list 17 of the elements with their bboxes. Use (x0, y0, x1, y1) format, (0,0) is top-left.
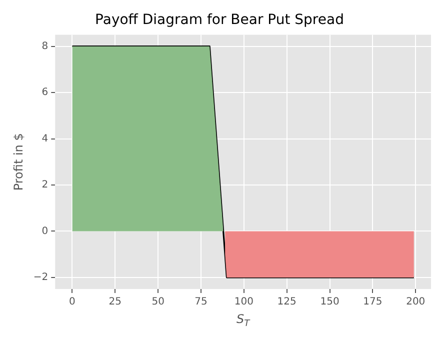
y-tick-label: −2 (33, 272, 48, 284)
y-tick-label: 0 (42, 226, 48, 237)
y-axis-title: Profit in $ (11, 133, 26, 191)
x-tick-label: 175 (363, 296, 382, 308)
y-tick-label: 6 (42, 87, 48, 98)
x-tick-label: 25 (108, 296, 122, 308)
x-tick-label: 75 (194, 296, 208, 308)
x-tick-label: 0 (69, 296, 76, 308)
y-tick-label: 4 (42, 133, 48, 144)
x-tick-label: 125 (277, 296, 296, 308)
y-tick-label: 2 (42, 180, 48, 191)
x-tick-label: 200 (406, 296, 426, 308)
chart-title: Payoff Diagram for Bear Put Spread (95, 12, 344, 28)
y-tick-label: 8 (42, 40, 48, 52)
x-tick-label: 100 (234, 296, 254, 308)
x-tick-label: 50 (152, 296, 164, 308)
x-tick-label: 150 (320, 296, 340, 308)
